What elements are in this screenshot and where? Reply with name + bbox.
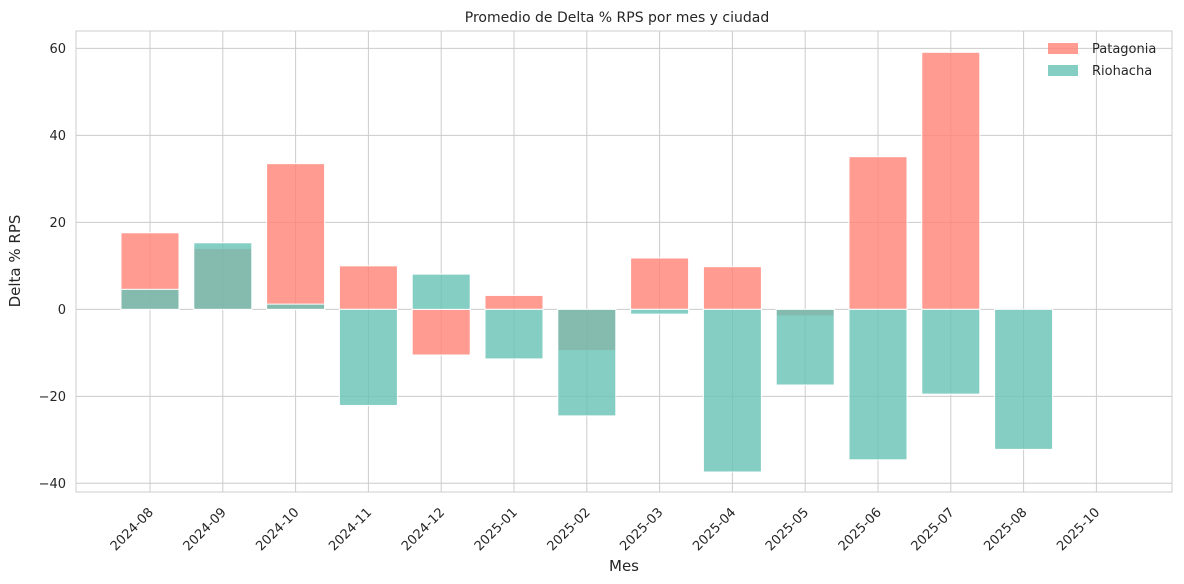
x-tick-label: 2024-11	[326, 505, 375, 554]
bar-riohacha-2024-11	[338, 308, 398, 406]
y-tick-label: 60	[49, 42, 66, 57]
y-tick-label: −20	[39, 390, 66, 405]
plot-area	[75, 30, 1173, 493]
bar-riohacha-2025-03	[630, 308, 690, 315]
bar-patagonia-2025-07	[921, 51, 981, 310]
y-tick-label: 20	[49, 216, 66, 231]
x-tick-label: 2024-09	[181, 505, 230, 554]
bar-riohacha-2025-08	[994, 308, 1054, 450]
bar-patagonia-2024-12	[411, 308, 471, 356]
x-tick-label: 2025-08	[981, 505, 1030, 554]
y-gridlines	[76, 47, 1172, 484]
bar-patagonia-2025-01	[484, 294, 544, 310]
x-tick-label: 2025-04	[690, 505, 739, 554]
bar-patagonia-2024-11	[338, 265, 398, 310]
y-axis-tick-labels: −40 −20 0 20 40 60	[39, 42, 66, 492]
y-axis-title: Delta % RPS	[6, 215, 24, 308]
bar-riohacha-2025-07	[921, 308, 981, 395]
bar-riohacha-2025-02	[557, 308, 617, 417]
bar-riohacha-2024-09	[193, 242, 253, 310]
bar-patagonia-2025-03	[630, 257, 690, 310]
legend-swatch-riohacha	[1048, 65, 1078, 76]
bar-riohacha-2024-08	[120, 288, 180, 310]
bar-riohacha-2025-01	[484, 308, 544, 360]
bar-patagonia-2024-10	[266, 163, 326, 310]
y-tick-label: 40	[49, 129, 66, 144]
bar-riohacha-2024-10	[266, 303, 326, 310]
x-tick-label: 2025-10	[1054, 505, 1103, 554]
x-axis-tick-labels: 2024-08 2024-09 2024-10 2024-11 2024-12 2025-…	[108, 505, 1103, 554]
x-tick-label: 2025-03	[617, 505, 666, 554]
legend: Patagonia Riohacha	[1048, 42, 1156, 79]
bar-riohacha-2025-06	[848, 308, 908, 461]
x-tick-label: 2025-05	[763, 505, 812, 554]
bar-riohacha-2024-12	[411, 273, 471, 310]
x-tick-label: 2025-07	[909, 505, 958, 554]
x-tick-label: 2024-12	[399, 505, 448, 554]
x-tick-label: 2025-02	[545, 505, 594, 554]
bar-patagonia-2025-04	[702, 266, 762, 310]
y-tick-label: −40	[39, 477, 66, 492]
x-tick-label: 2025-06	[836, 505, 885, 554]
bar-riohacha-2025-05	[775, 308, 835, 386]
series-riohacha-bars	[120, 242, 1054, 473]
x-tick-label: 2025-01	[472, 505, 521, 554]
legend-swatch-patagonia	[1048, 43, 1078, 54]
bar-patagonia-2025-06	[848, 156, 908, 310]
x-tick-label: 2024-08	[108, 505, 157, 554]
bar-riohacha-2025-04	[702, 308, 762, 473]
x-axis-title: Mes	[609, 557, 639, 575]
legend-label-riohacha: Riohacha	[1092, 64, 1152, 79]
chart-title: Promedio de Delta % RPS por mes y ciudad	[465, 10, 769, 26]
y-tick-label: 0	[58, 303, 66, 318]
legend-label-patagonia: Patagonia	[1092, 42, 1156, 57]
x-tick-label: 2024-10	[253, 505, 302, 554]
